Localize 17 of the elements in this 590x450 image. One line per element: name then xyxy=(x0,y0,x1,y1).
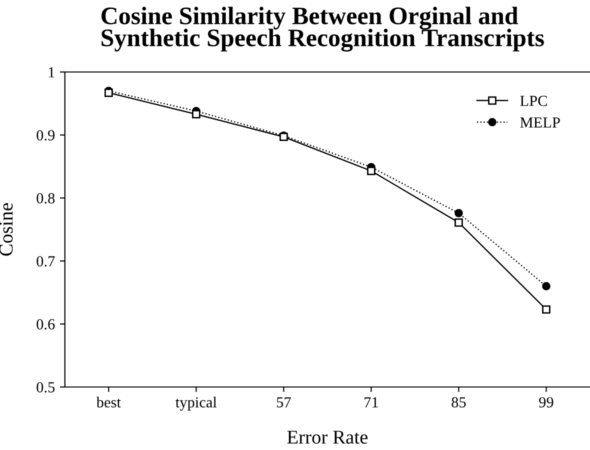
y-tick-label: 0.7 xyxy=(36,256,55,267)
y-tick-label: 0.5 xyxy=(36,382,55,393)
legend-label: MELP xyxy=(520,117,560,128)
x-tick-label: 57 xyxy=(276,397,291,408)
x-tick-label: 71 xyxy=(364,397,378,408)
chart-title: Cosine Similarity Between Orginal and Synthetic Speech Recognition Transcripts xyxy=(102,6,544,52)
x-tick-label: 85 xyxy=(452,397,466,408)
y-tick-label: 0.6 xyxy=(36,319,55,330)
y-axis-title: Cosine xyxy=(0,203,13,256)
x-axis-title: Error Rate xyxy=(287,430,368,444)
x-tick-label: typical xyxy=(176,396,217,411)
y-tick-label: 0.8 xyxy=(36,193,55,204)
y-tick-label: 0.9 xyxy=(36,130,55,141)
legend-label: LPC xyxy=(520,96,547,106)
y-tick-label: 1 xyxy=(48,67,54,78)
x-tick-label: best xyxy=(96,396,121,408)
x-tick-label: 99 xyxy=(539,397,554,408)
